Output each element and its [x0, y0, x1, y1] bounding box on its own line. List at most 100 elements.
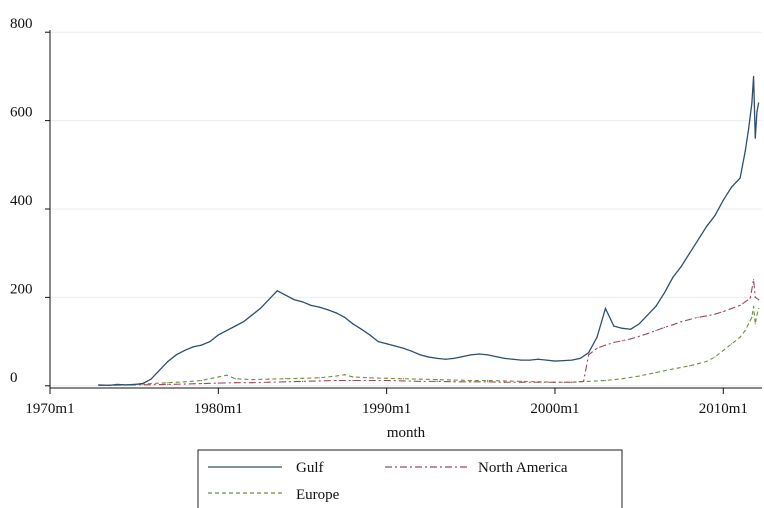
data-point-europe	[672, 368, 674, 370]
data-point-gulf	[495, 356, 497, 358]
data-point-gulf	[158, 369, 161, 371]
data-point-gulf	[360, 328, 362, 330]
data-point-north-america	[754, 296, 756, 298]
data-point-europe	[754, 323, 756, 325]
data-point-europe	[453, 379, 455, 381]
data-point-north-america	[571, 381, 573, 383]
data-point-europe	[752, 305, 755, 307]
data-point-gulf	[192, 346, 194, 348]
data-point-gulf	[108, 384, 110, 386]
data-point-gulf	[209, 340, 211, 343]
data-point-europe	[318, 377, 320, 379]
data-point-north-america	[184, 383, 186, 385]
data-point-north-america	[200, 382, 203, 385]
grid	[50, 31, 762, 387]
data-point-north-america	[470, 381, 472, 383]
data-point-europe	[200, 379, 203, 382]
y-tick-label: 600	[10, 105, 33, 121]
data-point-europe	[335, 375, 337, 377]
data-point-europe	[343, 374, 346, 376]
data-point-europe	[503, 380, 506, 382]
data-point-north-america	[419, 380, 421, 382]
data-point-gulf	[402, 347, 405, 349]
tick-labels: 0 200 400 600 800 1970m1 1980m1 1990m1 2000m1 201…	[10, 16, 748, 417]
data-point-gulf	[470, 354, 472, 356]
data-point-north-america	[520, 381, 522, 383]
data-point-gulf	[739, 177, 741, 179]
data-point-gulf	[268, 299, 270, 301]
data-point-europe	[251, 379, 253, 381]
data-point-gulf	[369, 334, 371, 336]
data-point-north-america	[251, 382, 253, 384]
data-point-gulf	[554, 360, 556, 362]
data-point-europe	[751, 316, 753, 318]
data-point-gulf	[562, 360, 564, 362]
data-point-north-america	[318, 380, 320, 382]
data-point-gulf	[301, 301, 304, 303]
data-point-europe	[689, 365, 691, 367]
data-point-gulf	[125, 384, 127, 386]
data-point-north-america	[268, 381, 270, 383]
data-point-north-america	[739, 304, 741, 306]
legend-label-europe: Europe	[296, 487, 340, 503]
data-point-gulf	[663, 292, 665, 294]
data-point-gulf	[141, 382, 144, 385]
data-point-europe	[419, 378, 421, 380]
data-point-north-america	[596, 347, 598, 349]
data-point-north-america	[453, 381, 455, 383]
data-point-europe	[386, 377, 388, 379]
data-point-north-america	[613, 341, 615, 344]
data-point-gulf	[714, 215, 716, 217]
data-point-north-america	[588, 354, 590, 356]
data-point-europe	[655, 371, 657, 374]
y-tick-label: 0	[10, 370, 18, 386]
data-point-gulf	[697, 239, 699, 241]
data-point-europe	[184, 381, 186, 383]
data-point-north-america	[689, 318, 691, 321]
data-point-north-america	[285, 381, 287, 383]
data-point-gulf	[596, 336, 598, 338]
data-point-north-america	[436, 380, 438, 382]
data-point-north-america	[638, 335, 640, 337]
data-point-north-america	[554, 381, 556, 383]
data-point-gulf	[756, 111, 758, 113]
data-point-gulf	[217, 334, 219, 336]
y-tick-label: 400	[10, 193, 33, 209]
data-point-north-america	[487, 381, 489, 383]
data-point-gulf	[184, 349, 186, 352]
x-tick-label: 2010m1	[699, 401, 748, 417]
data-point-europe	[744, 329, 746, 332]
data-point-gulf	[285, 294, 287, 296]
data-point-gulf	[744, 150, 746, 153]
data-point-gulf	[503, 357, 506, 359]
data-point-gulf	[520, 359, 522, 361]
data-point-north-america	[758, 299, 760, 301]
data-point-north-america	[630, 338, 632, 340]
data-point-europe	[520, 380, 522, 382]
data-point-north-america	[537, 381, 539, 383]
data-point-gulf	[200, 344, 203, 346]
data-point-europe	[150, 382, 152, 385]
data-point-europe	[234, 378, 236, 380]
data-point-gulf	[630, 328, 632, 330]
data-point-gulf	[444, 358, 447, 360]
data-point-north-america	[680, 321, 682, 323]
data-point-north-america	[503, 381, 506, 383]
data-point-europe	[731, 343, 733, 345]
data-point-north-america	[335, 379, 337, 382]
data-point-gulf	[705, 226, 708, 228]
data-point-gulf	[428, 356, 430, 358]
data-point-gulf	[758, 102, 760, 104]
data-point-gulf	[638, 323, 640, 325]
data-point-gulf	[672, 276, 674, 279]
data-point-gulf	[411, 350, 413, 352]
data-point-gulf	[751, 102, 753, 104]
data-point-gulf	[226, 329, 228, 332]
data-point-gulf	[512, 358, 514, 360]
x-tick-label: 1980m1	[194, 401, 243, 417]
data-point-europe	[638, 375, 640, 377]
data-point-north-america	[697, 316, 699, 318]
data-point-north-america	[752, 279, 755, 281]
data-point-gulf	[377, 340, 379, 343]
